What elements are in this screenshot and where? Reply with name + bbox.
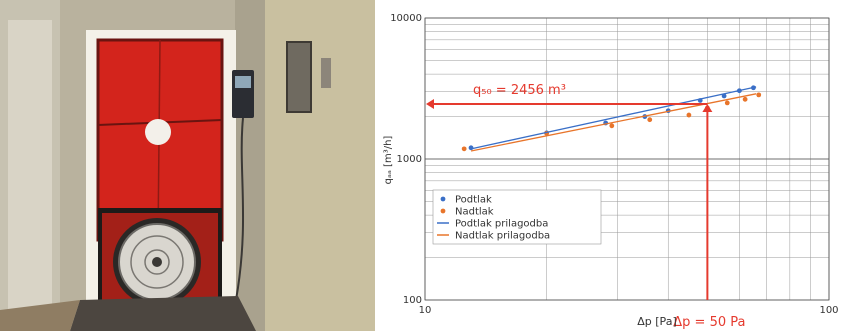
x-tick-label: 10 [419,305,432,316]
chart-annotations: q₅₀ = 2456 m³ Δp = 50 Pa [426,83,745,330]
legend-swatch-point [440,196,446,202]
y-tick-label: 1000 [397,154,422,165]
photo-wall-light [321,58,331,88]
series-point [686,112,692,118]
photo-right-wall [262,0,375,331]
photo-fan-hub [152,257,162,267]
series-point [721,93,727,99]
photo-illustration [0,0,375,331]
photo-logo-badge [145,119,171,145]
dp-label: Δp = 50 Pa [673,315,745,330]
x-axis-label: Δp [Pa] [637,315,676,328]
q50-label: q₅₀ = 2456 m³ [473,83,566,98]
photo-gauge-display [235,76,251,88]
photo-gauge-tube [235,117,245,301]
y-tick-label: 100 [403,295,422,306]
series-point [609,123,615,129]
photo-floor-mat [70,296,256,331]
legend-label: Nadtlak [455,207,494,218]
legend-box [432,189,602,245]
photo-left-door-frame [8,20,52,320]
legend-label: Nadtlak prilagodba [455,231,550,242]
series-point [461,146,467,152]
series-fit-line [470,86,757,150]
legend-swatch-point [440,208,446,214]
dp-arrow-head [702,103,713,112]
chart-panel: 10 100 100 1000 10000 q₅₀ = 2456 m³ Δp = 50 P… [375,0,863,331]
q50-arrow-head [426,98,434,109]
y-axis-label: qₐₐ [m³/h] [383,136,394,185]
photo-fan-guard-ring [130,235,184,289]
plot-frame [424,17,830,301]
photo-floor [0,300,80,331]
blower-door-photo [0,0,375,331]
legend-label: Podtlak prilagodba [455,219,548,230]
x-tick-label: 100 [819,305,838,316]
series-point [724,100,730,106]
series-point [756,92,762,98]
series-point [742,96,748,102]
chart-grid [424,17,830,301]
legend-label: Podtlak [455,195,492,206]
series-fit-line [470,93,757,152]
chart-series [461,85,762,152]
photo-wall-picture [286,41,312,113]
y-tick-label: 10000 [390,13,422,24]
series-point [647,117,653,123]
photo-fan-guard-ring-inner [144,249,170,275]
